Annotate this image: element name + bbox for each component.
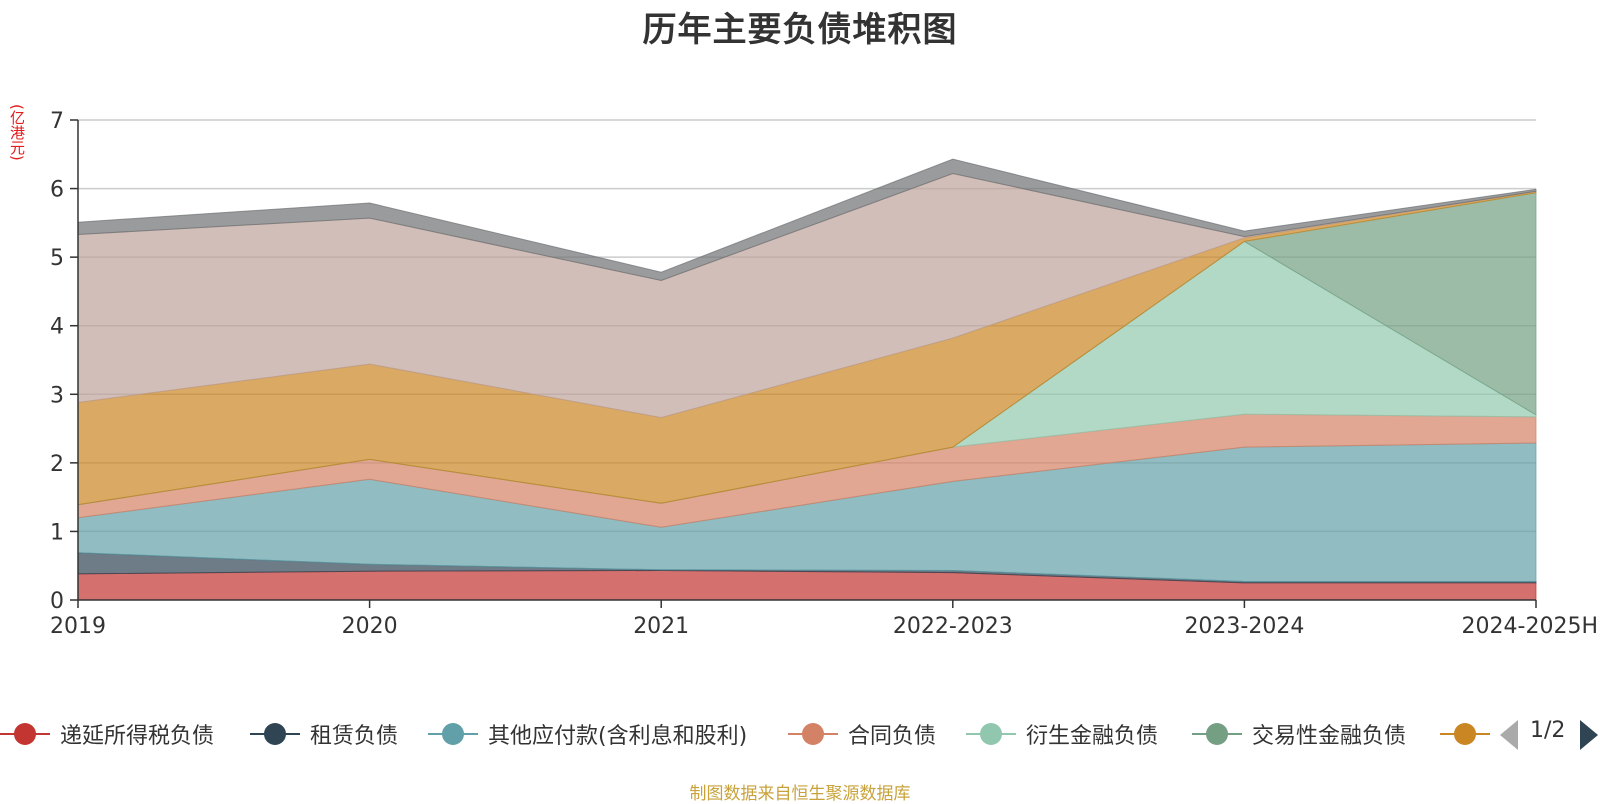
legend-next-page-button[interactable] bbox=[1580, 720, 1598, 750]
legend-marker-icon bbox=[250, 714, 300, 754]
legend-label: 合同负债 bbox=[848, 724, 937, 749]
legend-item[interactable]: 租赁负债 bbox=[250, 714, 398, 754]
y-axis-unit-label: (亿港元) bbox=[8, 104, 26, 161]
x-tick-label: 2024-2025H bbox=[1462, 614, 1598, 639]
legend-marker-icon bbox=[788, 714, 838, 754]
legend-item[interactable]: 其他应付款(含利息和股利) bbox=[428, 714, 747, 754]
legend-marker-icon bbox=[1440, 714, 1490, 754]
legend: 递延所得税负债 租赁负债 其他应付款(含利息和股利) 合同负债 衍生金融负债 交易性金融负… bbox=[0, 714, 1600, 754]
legend-label: 其他应付款(含利息和股利) bbox=[488, 724, 748, 749]
legend-item[interactable]: 合同负债 bbox=[788, 714, 936, 754]
legend-marker-icon bbox=[0, 714, 50, 754]
y-tick-label: 1 bbox=[50, 520, 64, 545]
source-note: 制图数据来自恒生聚源数据库 bbox=[689, 784, 911, 804]
y-tick-label: 4 bbox=[50, 315, 64, 340]
legend-item[interactable]: 衍生金融负债 bbox=[966, 714, 1158, 754]
legend-page-indicator: 1/2 bbox=[1530, 718, 1566, 743]
legend-prev-page-button[interactable] bbox=[1500, 720, 1518, 750]
y-tick-label: 6 bbox=[50, 178, 64, 203]
legend-marker-icon bbox=[428, 714, 478, 754]
y-tick-label: 5 bbox=[50, 246, 64, 271]
legend-marker-icon bbox=[966, 714, 1016, 754]
x-tick-label: 2019 bbox=[50, 614, 106, 639]
x-tick-label: 2021 bbox=[633, 614, 689, 639]
legend-marker-icon bbox=[1192, 714, 1242, 754]
y-tick-label: 7 bbox=[50, 109, 64, 134]
axes: 0 1 2 3 4 5 6 7 2019 2020 2021 2022-2023 2023-2024 20… bbox=[50, 109, 1598, 639]
y-tick-label: 0 bbox=[50, 589, 64, 614]
area-series-8[interactable] bbox=[77, 158, 1537, 282]
x-tick-label: 2022-2023 bbox=[893, 614, 1013, 639]
legend-item[interactable]: 递延所得税负债 bbox=[0, 714, 214, 754]
stacked-area-chart: 0 1 2 3 4 5 6 7 2019 2020 2021 2022-2023 2023-2024 20… bbox=[50, 109, 1598, 639]
x-tick-label: 2020 bbox=[342, 614, 398, 639]
legend-item[interactable] bbox=[1440, 714, 1490, 754]
y-tick-label: 3 bbox=[50, 383, 64, 408]
legend-label: 递延所得税负债 bbox=[60, 724, 215, 749]
x-tick-label: 2023-2024 bbox=[1184, 614, 1304, 639]
y-tick-label: 2 bbox=[50, 452, 64, 477]
area-series-layer bbox=[77, 158, 1537, 601]
legend-label: 衍生金融负债 bbox=[1026, 724, 1159, 749]
chart-title: 历年主要负债堆积图 bbox=[642, 10, 958, 50]
legend-label: 租赁负债 bbox=[310, 724, 399, 749]
legend-label: 交易性金融负债 bbox=[1252, 724, 1407, 749]
legend-item[interactable]: 交易性金融负债 bbox=[1192, 714, 1406, 754]
